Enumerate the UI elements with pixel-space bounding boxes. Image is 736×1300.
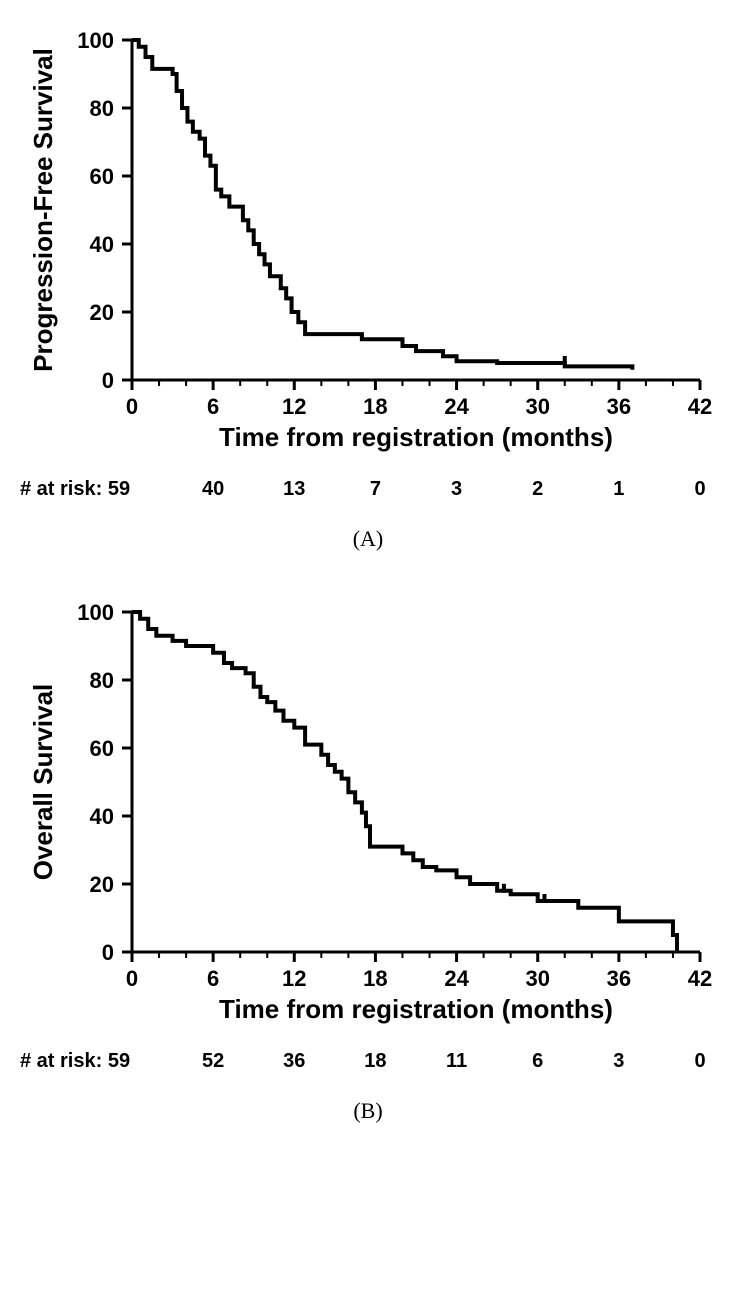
x-tick-label: 0 [126, 966, 138, 991]
km-chart: 0 6 12 18 24 30 36 42 0 20 40 60 80 100 Time from regi… [20, 592, 716, 1032]
at-risk-value: 2 [532, 478, 543, 501]
y-tick-label: 20 [90, 300, 114, 325]
panel: 06121824303642020406080100Time from regi… [20, 20, 716, 552]
x-tick-label: 18 [363, 394, 387, 419]
at-risk-value: 3 [613, 1050, 624, 1073]
at-risk-value: 7 [370, 478, 381, 501]
at-risk-value: 6 [532, 1050, 543, 1073]
at-risk-value: 52 [202, 1050, 224, 1073]
x-axis-title: Time from registration (months) [219, 994, 613, 1024]
x-tick-label: 24 [444, 394, 469, 419]
x-tick-label: 6 [207, 966, 219, 991]
km-curve [132, 40, 632, 370]
x-tick-label: 36 [607, 394, 631, 419]
x-tick-label: 12 [282, 394, 306, 419]
x-tick-label: 30 [525, 394, 549, 419]
at-risk-label: # at risk: 59 [20, 478, 130, 501]
chart-wrap: 0 6 12 18 24 30 36 42 0 20 40 60 80 100 Time from regi… [20, 20, 716, 460]
y-tick-label: 0 [102, 940, 114, 965]
at-risk-row: # at risk: 59 40 13 7 3 2 1 0 [20, 478, 716, 504]
at-risk-row: # at risk: 59 52 36 18 11 6 3 0 [20, 1050, 716, 1076]
panel-letter: (A) [20, 526, 716, 552]
x-tick-label: 42 [688, 966, 712, 991]
at-risk-value: 13 [283, 478, 305, 501]
at-risk-value: 3 [451, 478, 462, 501]
x-tick-label: 12 [282, 966, 306, 991]
at-risk-value: 40 [202, 478, 224, 501]
at-risk-value: 0 [694, 478, 705, 501]
y-tick-label: 80 [90, 668, 114, 693]
at-risk-value: 1 [613, 478, 624, 501]
km-chart: 0 6 12 18 24 30 36 42 0 20 40 60 80 100 Time from regi… [20, 20, 716, 460]
at-risk-value: 36 [283, 1050, 305, 1073]
x-axis-title: Time from registration (months) [219, 422, 613, 452]
y-tick-label: 40 [90, 232, 114, 257]
y-tick-label: 100 [77, 600, 114, 625]
y-tick-label: 40 [90, 804, 114, 829]
y-axis-title: Overall Survival [28, 684, 58, 881]
x-tick-label: 18 [363, 966, 387, 991]
km-curve [132, 612, 677, 952]
x-tick-label: 36 [607, 966, 631, 991]
chart-wrap: 0 6 12 18 24 30 36 42 0 20 40 60 80 100 Time from regi… [20, 592, 716, 1032]
y-tick-label: 60 [90, 164, 114, 189]
x-tick-label: 6 [207, 394, 219, 419]
y-tick-label: 0 [102, 368, 114, 393]
at-risk-value: 0 [694, 1050, 705, 1073]
panel-letter: (B) [20, 1098, 716, 1124]
panel: 06121824303642020406080100Time from regi… [20, 592, 716, 1124]
y-axis-title: Progression-Free Survival [28, 48, 58, 372]
at-risk-label: # at risk: 59 [20, 1050, 130, 1073]
y-tick-label: 100 [77, 28, 114, 53]
x-tick-label: 30 [525, 966, 549, 991]
at-risk-value: 11 [446, 1050, 467, 1073]
x-tick-label: 42 [688, 394, 712, 419]
y-tick-label: 20 [90, 872, 114, 897]
at-risk-value: 18 [364, 1050, 386, 1073]
x-tick-label: 24 [444, 966, 469, 991]
y-tick-label: 80 [90, 96, 114, 121]
y-tick-label: 60 [90, 736, 114, 761]
x-tick-label: 0 [126, 394, 138, 419]
